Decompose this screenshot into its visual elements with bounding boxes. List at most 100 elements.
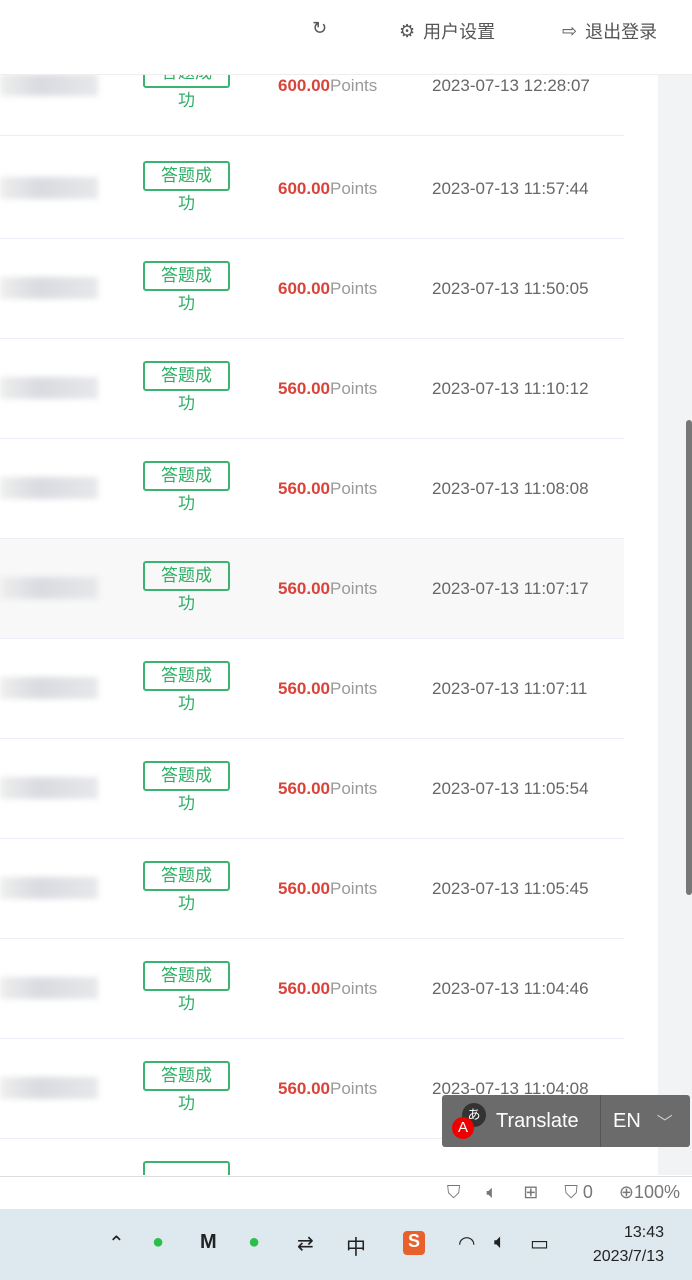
- clock-date: 2023/7/13: [592, 1248, 664, 1265]
- logout-label: 退出登录: [585, 22, 658, 42]
- points-amount: 560.00Points: [278, 879, 377, 899]
- status-badge: [143, 1161, 230, 1175]
- user-name-blurred: [0, 477, 98, 499]
- ad-block-button[interactable]: ⛉ 0: [564, 1182, 593, 1203]
- status-badge: 答题成: [143, 261, 230, 291]
- status-badge: 答题成: [143, 761, 230, 791]
- refresh-icon[interactable]: ↻: [312, 18, 328, 38]
- amount-unit: Points: [330, 76, 378, 95]
- ime-indicator[interactable]: 中: [346, 1237, 366, 1259]
- table-row[interactable]: 答题成 功 600.00Points 2023-07-13 12:28:07: [0, 75, 624, 136]
- user-name-blurred: [0, 277, 98, 299]
- language-select[interactable]: EN: [613, 1109, 641, 1132]
- amount-value: 560.00: [278, 579, 330, 598]
- timestamp: 2023-07-13 11:04:08: [432, 1079, 589, 1098]
- status-badge-wrap: 功: [178, 1094, 195, 1113]
- amount-value: 560.00: [278, 679, 330, 698]
- user-name-blurred: [0, 677, 98, 699]
- points-amount: 600.00Points: [278, 179, 377, 199]
- status-badge: 答题成: [143, 861, 230, 891]
- table-row[interactable]: 答题成 功 600.00Points 2023-07-13 11:57:44: [0, 139, 624, 239]
- zoom-in-icon: ⊕: [618, 1182, 634, 1202]
- table-row[interactable]: 答题成 功 600.00Points 2023-07-13 11:50:05: [0, 239, 624, 339]
- status-badge: 答题成: [143, 361, 230, 391]
- ad-shield-icon: ⛉: [564, 1182, 578, 1202]
- wechat-icon[interactable]: ●: [152, 1231, 165, 1253]
- user-name-blurred: [0, 877, 98, 899]
- clock-time: 13:43: [623, 1224, 664, 1241]
- user-name-blurred: [0, 977, 98, 999]
- points-amount: 560.00Points: [278, 479, 377, 499]
- volume-icon[interactable]: 🔈︎: [494, 1231, 506, 1253]
- wechat-icon-2[interactable]: ●: [248, 1231, 261, 1253]
- chevron-down-icon[interactable]: ﹀: [656, 1115, 673, 1132]
- points-amount: 560.00Points: [278, 379, 377, 399]
- user-name-blurred: [0, 75, 98, 96]
- table-row[interactable]: 答题成 功 560.00Points 2023-07-13 11:05:45: [0, 839, 624, 939]
- scrollbar[interactable]: [686, 75, 692, 1175]
- amount-unit: Points: [330, 779, 378, 798]
- status-badge: 答题成: [143, 461, 230, 491]
- top-bar: ↻ ⚙ 用户设置 ⇨ 退出登录: [0, 0, 692, 75]
- status-badge-wrap: 功: [178, 194, 195, 213]
- amount-value: 600.00: [278, 179, 330, 198]
- status-badge: 答题成: [143, 1061, 230, 1091]
- amount-unit: Points: [330, 979, 378, 998]
- logout-button[interactable]: ⇨ 退出登录: [562, 18, 657, 44]
- table-row[interactable]: 答题成 功 560.00Points 2023-07-13 11:07:11: [0, 639, 624, 739]
- timestamp: 2023-07-13 12:28:07: [432, 76, 590, 95]
- shield-check-icon[interactable]: ⛉: [446, 1182, 461, 1202]
- chevron-up-icon[interactable]: ⌃: [108, 1233, 125, 1255]
- amount-value: 560.00: [278, 779, 330, 798]
- scrollbar-thumb[interactable]: [686, 420, 692, 895]
- table-row[interactable]: 答题成 功 560.00Points 2023-07-13 11:04:46: [0, 939, 624, 1039]
- record-list: 答题成 功 600.00Points 2023-07-13 12:28:07 答…: [0, 75, 658, 1175]
- sogou-icon[interactable]: S: [403, 1231, 425, 1255]
- timestamp: 2023-07-13 11:08:08: [432, 479, 589, 498]
- status-badge-wrap: 功: [178, 694, 195, 713]
- user-name-blurred: [0, 577, 98, 599]
- amount-value: 600.00: [278, 76, 330, 95]
- timestamp: 2023-07-13 11:07:11: [432, 679, 588, 698]
- clock[interactable]: 13:43 2023/7/13: [593, 1221, 664, 1269]
- battery-icon[interactable]: ▭: [530, 1233, 549, 1255]
- zoom-button[interactable]: ⊕100%: [619, 1182, 680, 1203]
- amount-unit: Points: [330, 379, 378, 398]
- status-badge-wrap: 功: [178, 91, 195, 110]
- user-name-blurred: [0, 177, 98, 199]
- status-badge: 答题成: [143, 661, 230, 691]
- amount-value: 560.00: [278, 479, 330, 498]
- points-amount: 600.00Points: [278, 279, 377, 299]
- settings-toggle-icon[interactable]: ⇄: [297, 1233, 314, 1255]
- status-badge-wrap: 功: [178, 594, 195, 613]
- amount-value: 560.00: [278, 1079, 330, 1098]
- status-badge-wrap: 功: [178, 394, 195, 413]
- table-row[interactable]: 答题成 功 560.00Points 2023-07-13 11:10:12: [0, 339, 624, 439]
- amount-unit: Points: [330, 279, 378, 298]
- browser-status-bar: ⛉ 🔈︎ ⊞ ⛉ 0 ⊕100%: [0, 1176, 692, 1208]
- timestamp: 2023-07-13 11:05:54: [432, 779, 589, 798]
- amount-value: 560.00: [278, 879, 330, 898]
- speaker-icon[interactable]: 🔈︎: [486, 1182, 498, 1202]
- status-badge-wrap: 功: [178, 894, 195, 913]
- translate-icon: あ A: [450, 1101, 490, 1141]
- amount-value: 600.00: [278, 279, 330, 298]
- amount-value: 560.00: [278, 379, 330, 398]
- app-m-icon[interactable]: M: [200, 1231, 217, 1253]
- translate-button[interactable]: Translate: [496, 1109, 579, 1132]
- table-row[interactable]: 答题成 功 560.00Points 2023-07-13 11:05:54: [0, 739, 624, 839]
- table-row-partial[interactable]: [0, 1139, 624, 1175]
- amount-unit: Points: [330, 479, 378, 498]
- wifi-icon[interactable]: ◠: [458, 1233, 476, 1255]
- timestamp: 2023-07-13 11:07:17: [432, 579, 589, 598]
- points-amount: 600.00Points: [278, 76, 377, 96]
- translate-widget[interactable]: あ A Translate EN ﹀: [442, 1095, 690, 1147]
- amount-value: 560.00: [278, 979, 330, 998]
- table-row[interactable]: 答题成 功 560.00Points 2023-07-13 11:07:17: [0, 539, 624, 639]
- user-settings-button[interactable]: ⚙ 用户设置: [399, 18, 495, 44]
- toolbox-icon[interactable]: ⊞: [523, 1182, 539, 1202]
- table-row[interactable]: 答题成 功 560.00Points 2023-07-13 11:08:08: [0, 439, 624, 539]
- status-badge-wrap: 功: [178, 294, 195, 313]
- table-row[interactable]: 答题成 功 560.00Points 2023-07-13 11:04:08: [0, 1039, 624, 1139]
- timestamp: 2023-07-13 11:04:46: [432, 979, 589, 998]
